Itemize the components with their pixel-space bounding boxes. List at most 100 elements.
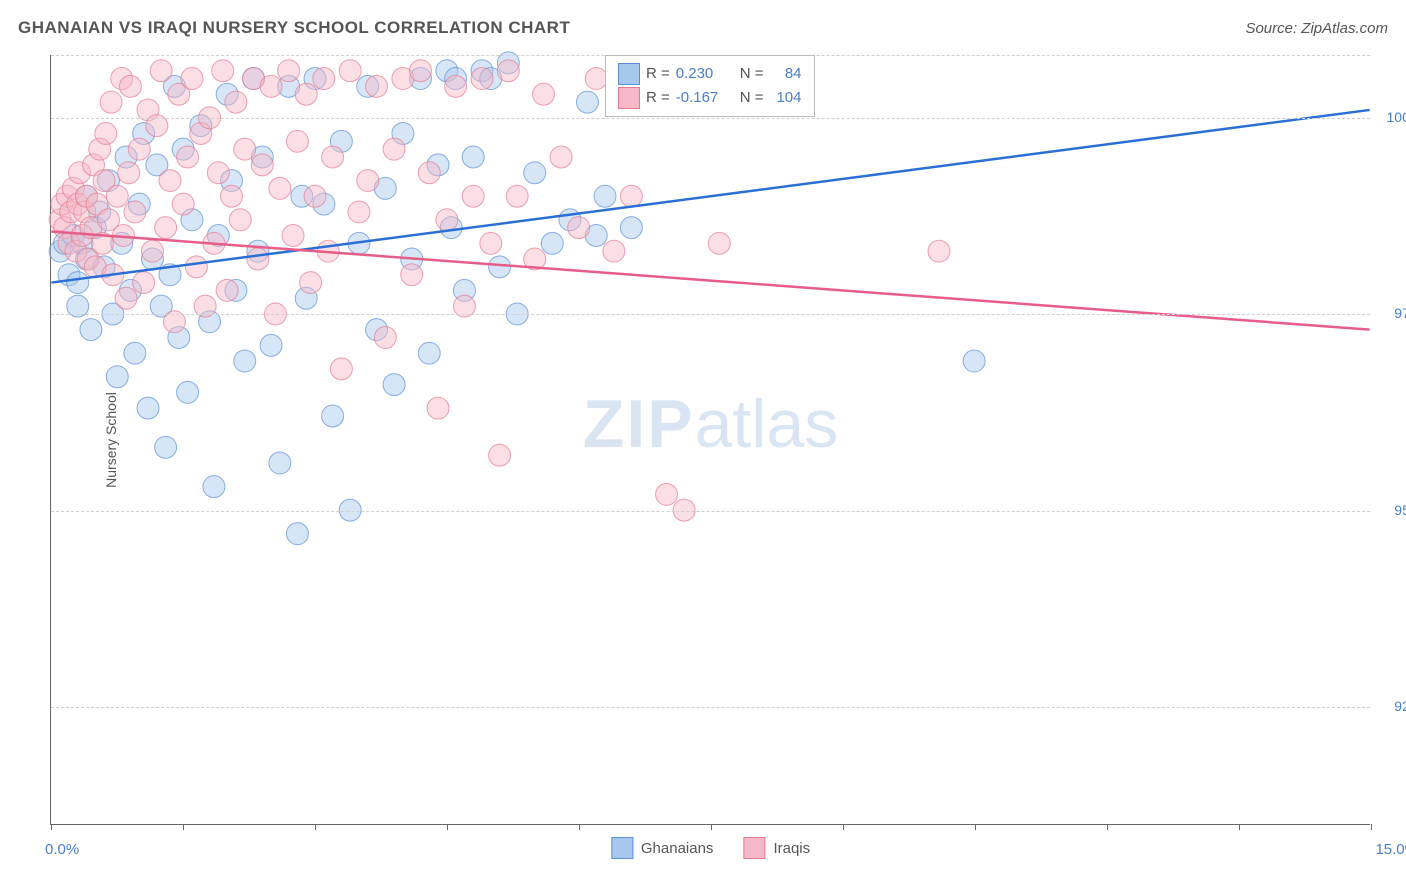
scatter-point: [322, 405, 344, 427]
legend-n-label: N =: [740, 86, 764, 110]
scatter-point: [436, 209, 458, 231]
scatter-point: [278, 60, 300, 82]
legend-n-value: 104: [770, 86, 802, 110]
scatter-point: [106, 185, 128, 207]
scatter-point: [150, 60, 172, 82]
legend-n-label: N =: [740, 62, 764, 86]
stats-legend-row: R =0.230N =84: [618, 62, 802, 86]
bottom-legend-item: Ghanaians: [611, 837, 714, 859]
scatter-point: [106, 366, 128, 388]
scatter-point: [330, 358, 352, 380]
scatter-point: [497, 60, 519, 82]
scatter-point: [80, 319, 102, 341]
x-tick: [1371, 824, 1372, 830]
scatter-point: [118, 162, 140, 184]
scatter-point: [155, 436, 177, 458]
scatter-point: [462, 185, 484, 207]
x-axis-max-label: 15.0%: [1375, 841, 1406, 858]
source-label: Source: ZipAtlas.com: [1245, 20, 1388, 37]
y-tick-label: 97.5%: [1394, 305, 1406, 321]
scatter-point: [181, 68, 203, 90]
scatter-point: [409, 60, 431, 82]
scatter-point: [177, 146, 199, 168]
scatter-point: [141, 240, 163, 262]
scatter-point: [282, 224, 304, 246]
scatter-point: [620, 185, 642, 207]
scatter-point: [286, 130, 308, 152]
scatter-point: [115, 287, 137, 309]
legend-swatch: [618, 87, 640, 109]
scatter-point: [533, 83, 555, 105]
scatter-point: [95, 122, 117, 144]
gridline: [51, 511, 1370, 512]
scatter-point: [133, 272, 155, 294]
scatter-point: [260, 75, 282, 97]
gridline: [51, 707, 1370, 708]
x-tick: [183, 824, 184, 830]
scatter-point: [304, 185, 326, 207]
scatter-point: [489, 256, 511, 278]
bottom-legend-label: Ghanaians: [641, 840, 714, 857]
legend-r-value: -0.167: [676, 86, 726, 110]
scatter-point: [286, 523, 308, 545]
scatter-point: [269, 177, 291, 199]
scatter-point: [963, 350, 985, 372]
scatter-point: [300, 272, 322, 294]
scatter-point: [100, 91, 122, 113]
legend-r-label: R =: [646, 86, 670, 110]
scatter-point: [159, 170, 181, 192]
scatter-point: [322, 146, 344, 168]
scatter-point: [313, 68, 335, 90]
gridline: [51, 314, 1370, 315]
scatter-point: [234, 138, 256, 160]
legend-swatch: [743, 837, 765, 859]
legend-swatch: [618, 63, 640, 85]
trendline: [51, 110, 1369, 283]
scatter-point: [524, 162, 546, 184]
scatter-point: [576, 91, 598, 113]
scatter-point: [506, 185, 528, 207]
scatter-point: [251, 154, 273, 176]
legend-n-value: 84: [770, 62, 802, 86]
y-tick-label: 95.0%: [1394, 502, 1406, 518]
scatter-point: [427, 397, 449, 419]
scatter-point: [418, 342, 440, 364]
scatter-point: [137, 397, 159, 419]
scatter-point: [462, 146, 484, 168]
legend-swatch: [611, 837, 633, 859]
scatter-point: [401, 264, 423, 286]
x-tick: [711, 824, 712, 830]
scatter-point: [119, 75, 141, 97]
scatter-point: [229, 209, 251, 231]
scatter-point: [480, 232, 502, 254]
scatter-point: [585, 68, 607, 90]
scatter-point: [656, 483, 678, 505]
scatter-point: [67, 272, 89, 294]
bottom-legend: Ghanaians Iraqis: [611, 837, 810, 859]
scatter-point: [418, 162, 440, 184]
scatter-point: [172, 193, 194, 215]
legend-r-value: 0.230: [676, 62, 726, 86]
scatter-point: [234, 350, 256, 372]
scatter-point: [374, 327, 396, 349]
scatter-point: [207, 162, 229, 184]
x-tick: [1239, 824, 1240, 830]
scatter-point: [471, 68, 493, 90]
scatter-point: [185, 256, 207, 278]
scatter-point: [124, 201, 146, 223]
scatter-point: [620, 217, 642, 239]
scatter-point: [594, 185, 616, 207]
scatter-point: [216, 279, 238, 301]
scatter-point: [128, 138, 150, 160]
x-tick: [51, 824, 52, 830]
chart-title: GHANAIAN VS IRAQI NURSERY SCHOOL CORRELA…: [18, 18, 570, 38]
scatter-point: [568, 217, 590, 239]
bottom-legend-label: Iraqis: [773, 840, 810, 857]
scatter-point: [212, 60, 234, 82]
scatter-point: [247, 248, 269, 270]
scatter-point: [383, 138, 405, 160]
scatter-point: [269, 452, 291, 474]
plot-svg: [51, 55, 1370, 824]
scatter-point: [928, 240, 950, 262]
x-tick: [975, 824, 976, 830]
